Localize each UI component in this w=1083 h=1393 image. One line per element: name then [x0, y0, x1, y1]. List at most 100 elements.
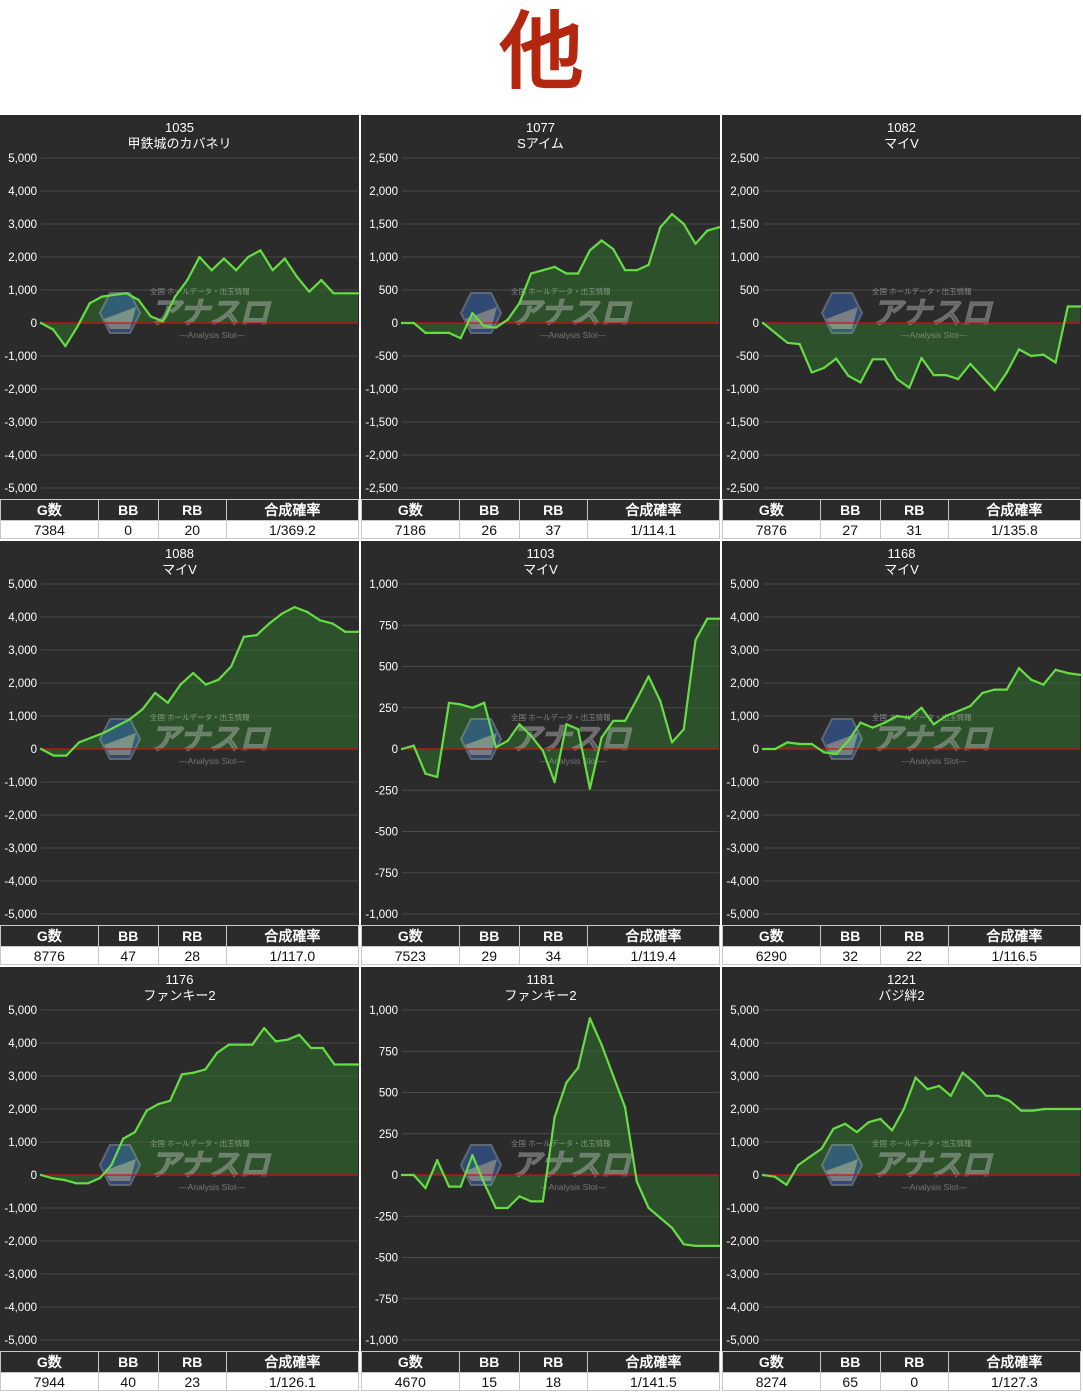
- data-point: [1066, 671, 1069, 675]
- y-tick-label: 1,000: [730, 711, 759, 723]
- data-point: [908, 386, 911, 389]
- data-point: [786, 741, 789, 744]
- stats-prob: 1/126.1: [225, 1372, 359, 1391]
- data-point: [717, 617, 720, 620]
- y-tick-label: -1,500: [365, 417, 398, 429]
- y-tick-label: -4,000: [4, 450, 37, 462]
- data-point: [186, 278, 189, 282]
- data-point: [774, 747, 777, 751]
- data-point: [612, 247, 615, 251]
- data-point: [588, 1017, 592, 1020]
- data-point: [447, 331, 451, 335]
- stats-header: BB: [97, 499, 159, 521]
- data-point: [100, 295, 104, 298]
- data-point: [883, 721, 887, 724]
- stats-header: 合成確率: [225, 1351, 359, 1373]
- data-point: [576, 728, 580, 731]
- stats-header: RB: [518, 1351, 588, 1373]
- data-point: [51, 1177, 54, 1180]
- chart-panel-1181: 1181 ファンキー2 1,000 750 500 250 0 -250 -500 -750 -1,…: [361, 967, 720, 1391]
- chart-panel-1082: 1082 マイV 2,500 2,000 1,500 1,000 500 0 -500 -1,00…: [722, 115, 1081, 539]
- data-point: [670, 1226, 674, 1229]
- data-point: [215, 1051, 219, 1055]
- y-tick-label: 5,000: [8, 1005, 37, 1017]
- y-tick-label: -1,000: [726, 1203, 759, 1215]
- data-point: [694, 242, 697, 245]
- y-tick-label: -1,500: [726, 417, 759, 429]
- data-point: [1078, 305, 1081, 308]
- data-point: [242, 635, 246, 638]
- data-point: [333, 1063, 336, 1066]
- y-tick-label: -3,000: [4, 1269, 37, 1281]
- data-point: [969, 362, 972, 366]
- stats-table: G数 BB RB 合成確率 7876 27 31 1/135.8: [722, 499, 1081, 539]
- stats-games: 7186: [361, 520, 460, 539]
- data-point: [612, 1074, 615, 1078]
- y-tick-label: 1,000: [8, 1137, 37, 1149]
- watermark-brand: アナスロ: [150, 1149, 271, 1182]
- y-tick-label: -1,000: [4, 1203, 37, 1215]
- stats-header: RB: [157, 925, 227, 947]
- y-tick-label: 4,000: [8, 1038, 37, 1050]
- data-point: [471, 706, 474, 709]
- data-point: [706, 1244, 709, 1248]
- data-point: [973, 1081, 976, 1084]
- y-tick-label: 5,000: [730, 1005, 759, 1017]
- data-point: [459, 703, 462, 706]
- data-point: [810, 371, 813, 374]
- data-point: [565, 1081, 568, 1084]
- stats-header: RB: [518, 499, 588, 521]
- data-point: [1030, 678, 1033, 681]
- machine-name: ファンキー2: [504, 988, 576, 1003]
- stats-prob: 1/114.1: [586, 520, 720, 539]
- machine-number: 1103: [527, 546, 555, 561]
- stats-bb: 40: [97, 1372, 159, 1391]
- series-area: [763, 1072, 1080, 1185]
- y-tick-label: -2,000: [726, 1236, 759, 1248]
- y-tick-label: 4,000: [730, 1038, 759, 1050]
- watermark-tagline: 全国 ホールデータ・出玉情報: [150, 1138, 250, 1148]
- watermark-tagline: 全国 ホールデータ・出玉情報: [511, 286, 611, 296]
- stats-rb: 22: [879, 946, 949, 965]
- data-point: [400, 1173, 404, 1177]
- data-point: [77, 741, 81, 744]
- stats-header: RB: [157, 1351, 227, 1373]
- data-point: [52, 754, 55, 757]
- stats-rb: 37: [518, 520, 588, 539]
- series-area: [41, 1028, 358, 1184]
- stats-games: 8274: [722, 1372, 821, 1391]
- data-point: [345, 1063, 348, 1066]
- stats-table: G数 BB RB 合成確率 6290 32 22 1/116.5: [722, 925, 1081, 965]
- chart-panel-1103: 1103 マイV 1,000 750 500 250 0 -250 -500 -750 -1,000…: [361, 541, 720, 965]
- machine-name: Sアイム: [517, 136, 564, 151]
- data-point: [39, 747, 43, 751]
- y-tick-label: -2,000: [4, 384, 37, 396]
- stats-rb: 23: [157, 1372, 227, 1391]
- machine-name: 甲鉄城のカバネリ: [127, 136, 231, 151]
- data-point: [859, 721, 862, 724]
- stats-header: 合成確率: [947, 1351, 1081, 1373]
- y-tick-label: -500: [736, 351, 759, 363]
- data-point: [113, 293, 116, 297]
- stats-bb: 29: [458, 946, 520, 965]
- watermark-tagline: 全国 ホールデータ・出玉情報: [872, 712, 972, 722]
- series-area: [41, 607, 358, 756]
- data-point: [1008, 1099, 1011, 1102]
- watermark-brand: アナスロ: [150, 723, 271, 756]
- data-point: [331, 622, 334, 625]
- watermark-tagline: 全国 ホールデータ・出玉情報: [872, 286, 972, 296]
- data-point: [647, 263, 650, 267]
- y-tick-label: 2,000: [730, 1104, 759, 1116]
- data-point: [993, 389, 996, 392]
- data-point: [166, 701, 169, 704]
- data-point: [879, 1117, 882, 1121]
- data-point: [541, 269, 545, 272]
- data-point: [717, 226, 720, 229]
- data-point: [820, 1147, 823, 1150]
- stats-rb: 28: [157, 946, 227, 965]
